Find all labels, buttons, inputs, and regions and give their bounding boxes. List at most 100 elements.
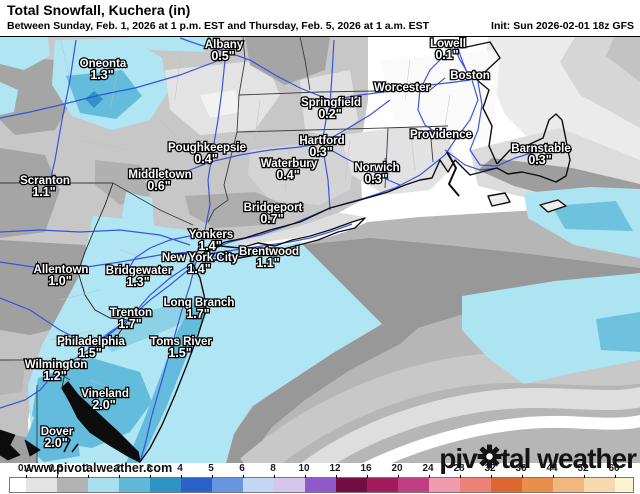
colorbar-tick: 44 bbox=[546, 463, 558, 474]
colorbar-tick: 52 bbox=[577, 463, 589, 474]
city-label: Worcester bbox=[374, 82, 431, 94]
city-snowfall-value: 0.4" bbox=[194, 152, 217, 166]
city-label: Dover bbox=[41, 426, 74, 438]
snowfall-map-svg: Oneonta1.3"Albany0.5"Lowell0.1"BostonWor… bbox=[0, 36, 640, 490]
city-label: Providence bbox=[410, 129, 472, 141]
colorbar-tick: 0.1 bbox=[18, 463, 32, 474]
colorbar-tick: 0.5 bbox=[49, 463, 63, 474]
city-snowfall-value: 0.3" bbox=[309, 145, 332, 159]
colorbar-segment bbox=[243, 478, 274, 492]
colorbar-tick: 8 bbox=[270, 463, 276, 474]
city-snowfall-value: 1.5" bbox=[168, 346, 191, 360]
city-snowfall-value: 1.4" bbox=[187, 262, 210, 276]
city-snowfall-value: 1.1" bbox=[256, 256, 279, 270]
city-snowfall-value: 0.5" bbox=[211, 49, 234, 63]
city-snowfall-value: 0.4" bbox=[276, 168, 299, 182]
city-snowfall-value: 0.2" bbox=[318, 107, 341, 121]
city-label: Springfield bbox=[301, 97, 361, 109]
colorbar-tick: 60 bbox=[608, 463, 620, 474]
colorbar-segment bbox=[367, 478, 398, 492]
city-labels: Oneonta1.3"Albany0.5"Lowell0.1"BostonWor… bbox=[19, 37, 572, 452]
city-snowfall-value: 1.3" bbox=[90, 68, 113, 82]
colorbar-segment bbox=[26, 478, 57, 492]
city-label: Long Branch bbox=[164, 297, 235, 309]
colorbar-segment bbox=[429, 478, 460, 492]
map-header: Total Snowfall, Kuchera (in) Between Sun… bbox=[0, 0, 640, 37]
colorbar-segment bbox=[336, 478, 367, 492]
colorbar-notch bbox=[522, 475, 523, 478]
colorbar-scale bbox=[9, 475, 634, 493]
colorbar-segment bbox=[491, 478, 522, 492]
colorbar-notch bbox=[429, 475, 430, 478]
colorbar-tick: 2 bbox=[115, 463, 121, 474]
snowfall-cyan-regions bbox=[0, 37, 382, 463]
colorbar-notch bbox=[398, 475, 399, 478]
city-snowfall-value: 1.5" bbox=[78, 346, 101, 360]
colorbar-segment bbox=[522, 478, 553, 492]
city-label: Bridgeport bbox=[244, 202, 303, 214]
page-title: Total Snowfall, Kuchera (in) bbox=[7, 2, 191, 18]
colorbar-tick: 24 bbox=[422, 463, 434, 474]
colorbar-notch bbox=[88, 475, 89, 478]
colorbar-tick: 20 bbox=[391, 463, 403, 474]
city-label: Poughkeepsie bbox=[168, 142, 246, 154]
city-snowfall-value: 1.7" bbox=[118, 317, 141, 331]
colorbar-notch bbox=[57, 475, 58, 478]
county-lines bbox=[49, 36, 451, 396]
colorbar-segment bbox=[57, 478, 88, 492]
city-snowfall-value: 0.3" bbox=[364, 172, 387, 186]
city-label: Norwich bbox=[354, 162, 399, 174]
colorbar-notch bbox=[181, 475, 182, 478]
colorbar-tick: 36 bbox=[515, 463, 527, 474]
city-snowfall-value: 0.3" bbox=[528, 153, 551, 167]
colorbar-tick: 4 bbox=[177, 463, 183, 474]
city-label: Brentwood bbox=[239, 246, 299, 258]
colorbar-notch bbox=[150, 475, 151, 478]
city-label: Albany bbox=[205, 39, 244, 51]
city-label: Allentown bbox=[34, 264, 89, 276]
colorbar-tick: 16 bbox=[360, 463, 372, 474]
colorbar-segment bbox=[212, 478, 243, 492]
city-label: Barnstable bbox=[511, 143, 570, 155]
city-label: Oneonta bbox=[80, 58, 127, 70]
colorbar-tick: 5 bbox=[208, 463, 214, 474]
colorbar-tick: 12 bbox=[329, 463, 341, 474]
colorbar-segment bbox=[181, 478, 212, 492]
colorbar-notch bbox=[336, 475, 337, 478]
city-label: Yonkers bbox=[189, 229, 234, 241]
colorbar-segment bbox=[274, 478, 305, 492]
logo-text-tal-weather: tal weather bbox=[500, 442, 637, 474]
colorbar-segment bbox=[150, 478, 181, 492]
colorbar-notch bbox=[460, 475, 461, 478]
pivotal-weather-logo: piv tal weather bbox=[439, 441, 637, 476]
colorbar-tick: 3 bbox=[146, 463, 152, 474]
valid-time-range: Between Sunday, Feb. 1, 2026 at 1 p.m. E… bbox=[7, 20, 430, 32]
city-label: Middletown bbox=[128, 169, 191, 181]
city-label: Philadelphia bbox=[57, 336, 125, 348]
city-label: Boston bbox=[450, 70, 490, 82]
colorbar-tick: 28 bbox=[453, 463, 465, 474]
gear-icon bbox=[477, 444, 502, 476]
city-label: Vineland bbox=[81, 388, 129, 400]
snowfall-map: Oneonta 1.3" Albany 0.5" Lowell 0.1" Boston Wor… bbox=[0, 36, 640, 490]
watermark: www.pivotalweather.com bbox=[24, 461, 173, 475]
colorbar-segment bbox=[88, 478, 119, 492]
colorbar-notch bbox=[553, 475, 554, 478]
city-snowfall-value: 0.6" bbox=[147, 179, 170, 193]
colorbar-notch bbox=[615, 475, 616, 478]
city-snowfall-value: 1.4" bbox=[198, 239, 221, 253]
colorbar-notch bbox=[212, 475, 213, 478]
colorbar-segment bbox=[398, 478, 429, 492]
city-label: Scranton bbox=[20, 175, 70, 187]
colorbar-segment bbox=[119, 478, 150, 492]
colorbar-notch bbox=[119, 475, 120, 478]
colorbar-notch bbox=[584, 475, 585, 478]
city-snowfall-value: 2.0" bbox=[92, 398, 115, 412]
city-snowfall-value: 2.0" bbox=[44, 436, 67, 450]
city-label: Wilmington bbox=[25, 359, 88, 371]
coastline bbox=[0, 39, 571, 463]
colorbar-notch bbox=[305, 475, 306, 478]
city-label: Waterbury bbox=[261, 158, 318, 170]
city-snowfall-value: 1.7" bbox=[186, 307, 209, 321]
logo-text-piv: piv bbox=[439, 442, 477, 474]
